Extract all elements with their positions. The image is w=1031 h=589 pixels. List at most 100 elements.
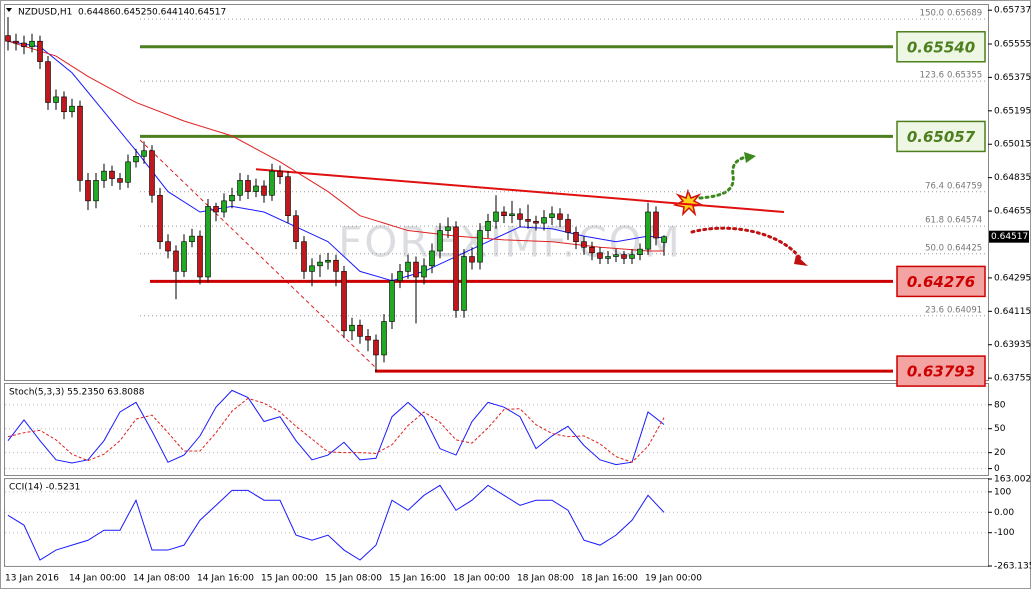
cci-title: CCI(14) -0.5231 xyxy=(9,483,80,493)
candle-body xyxy=(477,230,483,263)
x-tick-label: 18 Jan 08:00 xyxy=(517,574,574,584)
x-tick-label: 14 Jan 16:00 xyxy=(197,574,254,584)
candle-body xyxy=(117,178,123,183)
candle-body xyxy=(77,105,83,181)
y-tick-label: 0.65555 xyxy=(994,39,1031,49)
candle-body xyxy=(189,235,195,242)
candle-body xyxy=(645,211,651,250)
candle-body xyxy=(205,206,211,278)
candle-body xyxy=(485,220,491,231)
menu-triangle xyxy=(6,8,12,12)
y-tick-label: -100 xyxy=(994,528,1015,538)
candle-body xyxy=(581,241,587,248)
x-tick-label: 19 Jan 00:00 xyxy=(645,574,702,584)
candle-body xyxy=(37,40,43,62)
candle-body xyxy=(349,324,355,332)
level-label: 0.64276 xyxy=(907,273,975,291)
candle-body xyxy=(125,161,131,183)
level-box xyxy=(896,265,986,298)
candle-body xyxy=(493,211,499,222)
header-open: 0.64486 xyxy=(78,8,115,18)
y-tick-label: 0.64115 xyxy=(994,307,1031,317)
candle-body xyxy=(213,206,219,213)
candle-body xyxy=(157,194,163,242)
candle-body xyxy=(21,42,27,48)
y-tick-label: 0.65375 xyxy=(994,73,1031,83)
candle-body xyxy=(61,96,67,113)
candle-body xyxy=(461,256,467,311)
candle-body xyxy=(101,170,107,181)
x-tick-label: 15 Jan 08:00 xyxy=(325,574,382,584)
candle-body xyxy=(285,176,291,217)
y-tick-label: 163.002 xyxy=(994,475,1031,485)
price-box xyxy=(989,230,1029,243)
y-tick-label: 80 xyxy=(994,400,1006,410)
fib-price: 0.65355 xyxy=(947,71,982,81)
x-tick-label: 15 Jan 00:00 xyxy=(261,574,318,584)
candle-body xyxy=(413,261,419,278)
candle-body xyxy=(221,200,227,213)
breakout-icon xyxy=(672,188,705,217)
candle-body xyxy=(109,170,115,179)
candle-body xyxy=(149,150,155,196)
level-box xyxy=(896,355,986,387)
candle-body xyxy=(133,155,139,163)
candle-body xyxy=(629,254,635,259)
header-high: 0.64525 xyxy=(115,8,152,18)
candle-body xyxy=(277,170,283,178)
candle-body xyxy=(533,220,539,224)
fib-price: 0.64574 xyxy=(947,216,982,226)
x-tick-label: 13 Jan 2016 xyxy=(5,574,59,584)
y-tick-label: 0.64835 xyxy=(994,173,1031,183)
level-box xyxy=(896,31,986,63)
candle-body xyxy=(445,226,451,231)
candle-body xyxy=(173,250,179,272)
candle-body xyxy=(621,254,627,259)
candle-body xyxy=(429,250,435,267)
fib-diagonal xyxy=(139,139,377,369)
y-tick-label: -263.1354 xyxy=(994,562,1031,572)
candle-body xyxy=(597,252,603,259)
candle-body xyxy=(525,219,531,222)
candle-body xyxy=(557,213,563,220)
candle-body xyxy=(141,150,147,157)
x-tick-label: 18 Jan 16:00 xyxy=(581,574,638,584)
y-tick-label: 0.65015 xyxy=(994,140,1031,150)
y-tick-label: 0 xyxy=(994,464,1000,474)
candle-body xyxy=(357,324,363,337)
stoch-panel xyxy=(4,383,989,476)
fib-price: 0.64759 xyxy=(947,181,982,191)
fib-price: 0.64091 xyxy=(947,305,982,315)
candle-body xyxy=(181,241,187,272)
fib-ratio: 61.8 xyxy=(925,216,944,226)
candle-body xyxy=(501,211,507,217)
candle-body xyxy=(397,271,403,281)
candle-body xyxy=(453,226,459,311)
y-tick-label: 0.64295 xyxy=(994,273,1031,283)
y-tick-label: 0.65737 xyxy=(994,6,1031,16)
candle-body xyxy=(661,236,667,243)
trendline xyxy=(255,168,785,213)
candle-body xyxy=(269,170,275,196)
candle-body xyxy=(421,265,427,278)
candle-body xyxy=(469,256,475,263)
candle-body xyxy=(93,180,99,202)
level-label: 0.65057 xyxy=(907,128,976,146)
candle-body xyxy=(637,248,643,255)
y-tick-label: 0.63755 xyxy=(994,374,1031,384)
candle-body xyxy=(613,254,619,257)
level-box xyxy=(896,120,986,153)
y-tick-label: 0.64655 xyxy=(994,207,1031,217)
y-tick-label: 0.65195 xyxy=(994,106,1031,116)
candle-body xyxy=(53,96,59,103)
x-tick-label: 14 Jan 08:00 xyxy=(133,574,190,584)
y-tick-label: 100 xyxy=(994,487,1011,497)
cci-panel xyxy=(4,478,989,567)
candle-body xyxy=(325,259,331,263)
stoch-title: Stoch(5,3,3) 55.2350 63.8088 xyxy=(9,388,145,398)
candle-body xyxy=(437,230,443,252)
x-tick-label: 15 Jan 16:00 xyxy=(389,574,446,584)
down-arrow xyxy=(690,226,802,260)
